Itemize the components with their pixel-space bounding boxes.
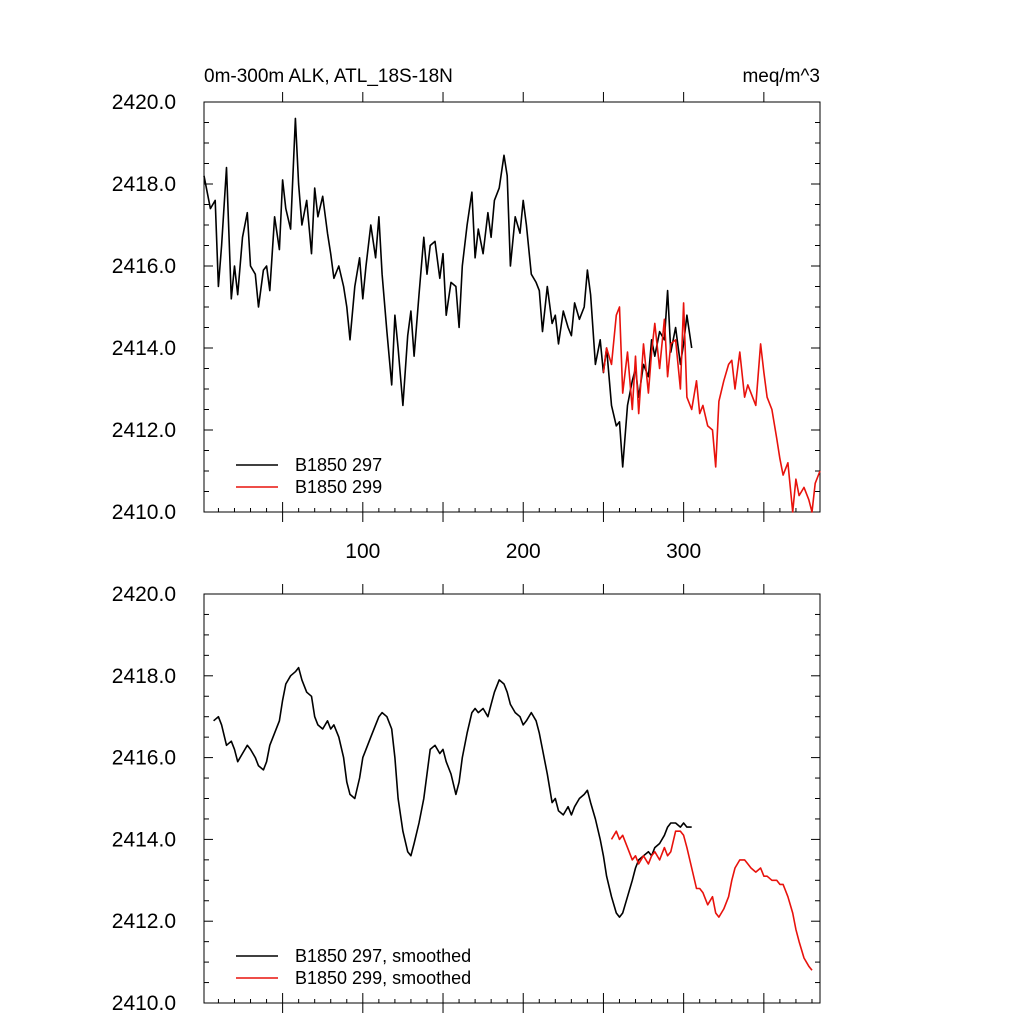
- y-tick-label: 2412.0: [112, 419, 176, 442]
- y-tick-label: 2416.0: [112, 255, 176, 278]
- series-line-1: [203, 117, 693, 468]
- plot-frame: [203, 593, 821, 1004]
- y-tick-label: 2414.0: [112, 828, 176, 851]
- chart-panel-1: 2410.0 2412.0 2414.0 2416.0 2418.0 2420.0 100 2…: [112, 66, 821, 563]
- legend-label-2: B1850 299: [295, 477, 382, 497]
- chart-units: meq/m^3: [742, 66, 820, 87]
- x-tick-label: 200: [506, 540, 541, 563]
- plot-frame: [203, 101, 821, 513]
- y-tick-label: 2412.0: [112, 910, 176, 933]
- y-tick-label: 2418.0: [112, 173, 176, 196]
- y-tick-label: 2416.0: [112, 747, 176, 770]
- x-tick-label: 100: [345, 540, 380, 563]
- y-tick-label: 2420.0: [112, 583, 176, 606]
- series-line-1: [213, 666, 692, 918]
- series-line-2: [602, 302, 821, 513]
- y-tick-label: 2420.0: [112, 91, 176, 114]
- legend-label-1: B1850 297: [295, 455, 382, 475]
- y-tick-label: 2418.0: [112, 665, 176, 688]
- chart-title: 0m-300m ALK, ATL_18S-18N: [204, 66, 453, 87]
- legend-label-2: B1850 299, smoothed: [295, 968, 471, 988]
- y-tick-label: 2410.0: [112, 992, 176, 1015]
- x-tick-label: 300: [666, 540, 701, 563]
- y-tick-label: 2414.0: [112, 337, 176, 360]
- y-tick-label: 2410.0: [112, 501, 176, 524]
- chart-panel-2: 2410.0 2412.0 2414.0 2416.0 2418.0 2420.0 B185…: [112, 583, 821, 1015]
- legend-label-1: B1850 297, smoothed: [295, 946, 471, 966]
- series-line-2: [610, 830, 813, 971]
